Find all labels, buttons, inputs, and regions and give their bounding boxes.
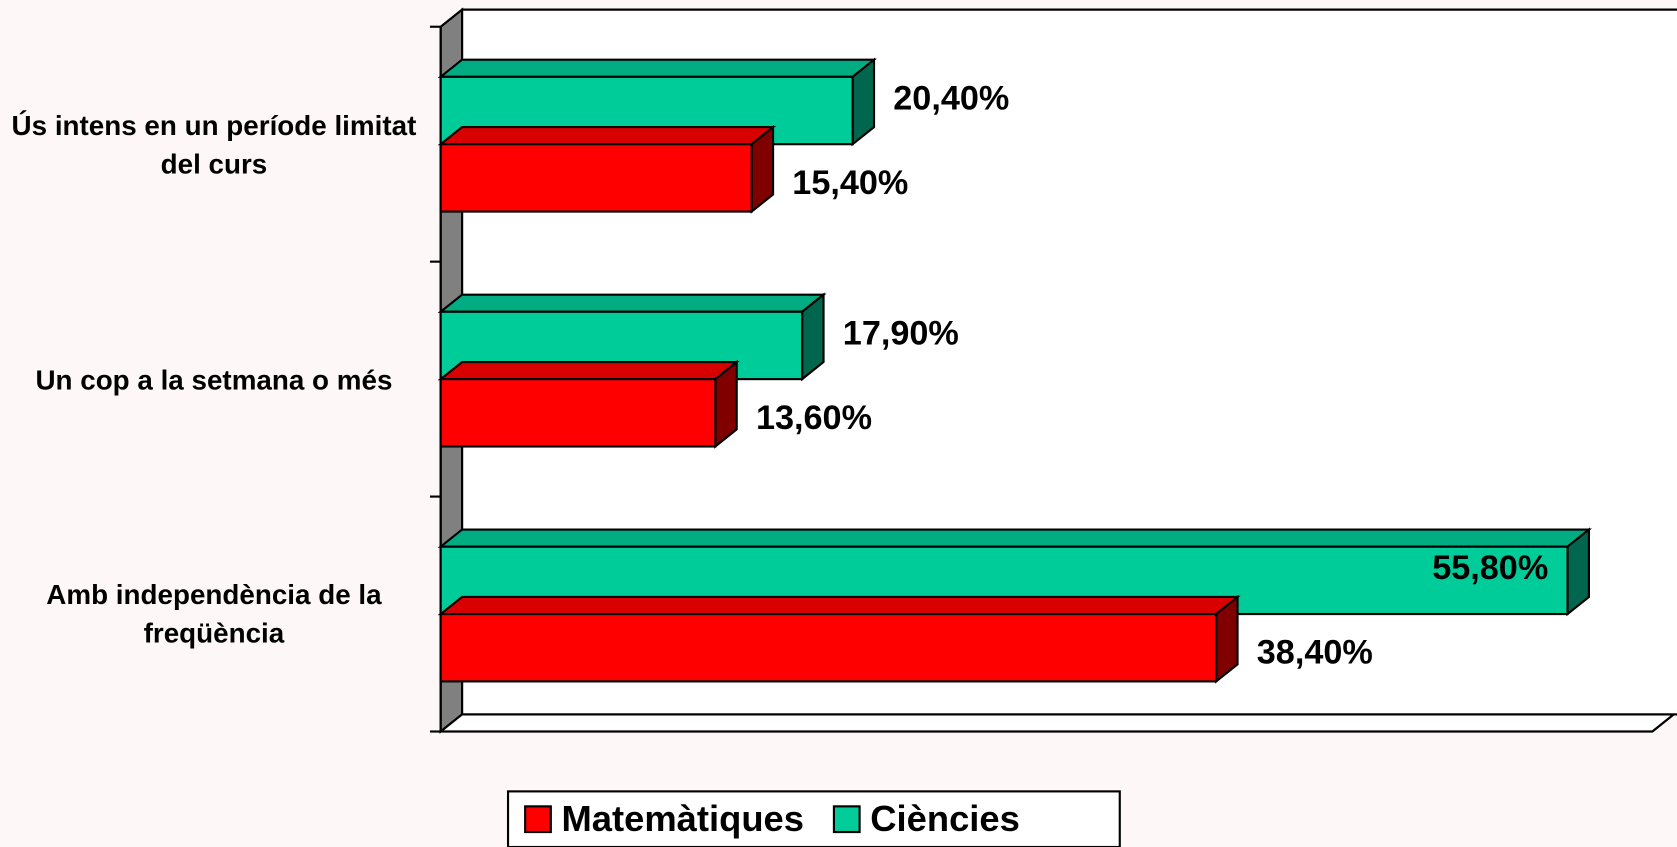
value-label: 15,40%: [792, 164, 908, 202]
legend-label: Ciències: [870, 798, 1020, 839]
bar-top: [437, 126, 777, 146]
legend-swatch: [832, 805, 861, 834]
bar-top: [437, 595, 1241, 616]
value-label: 13,60%: [756, 399, 872, 437]
bar: [437, 359, 740, 449]
bar-front: [439, 612, 1218, 683]
bar-front: [439, 143, 753, 213]
category-label: Amb independència de la freqüència: [46, 578, 382, 650]
legend-box: [506, 790, 1121, 847]
category-label: Ús intens en un període limitat del curs: [11, 108, 417, 180]
bar: [437, 124, 777, 214]
category-label-box: Amb independència de la freqüència: [46, 578, 382, 650]
legend-label: Matemàtiques: [562, 798, 804, 839]
legend-swatch: [524, 805, 552, 834]
category-label: Un cop a la setmana o més: [35, 363, 393, 396]
bar: [437, 594, 1241, 684]
legend: Matemàtiques Ciències: [506, 790, 1121, 847]
category-label-box: Un cop a la setmana o més: [35, 363, 393, 396]
value-label: 17,90%: [843, 314, 959, 352]
bar-top: [437, 528, 1592, 548]
bar-top: [437, 58, 878, 78]
bar-front: [439, 378, 717, 448]
bar-top: [437, 293, 827, 313]
category-label-box: Ús intens en un període limitat del curs: [11, 108, 417, 180]
bar-top: [437, 360, 740, 381]
floor: [437, 713, 1677, 733]
value-label: 38,40%: [1257, 634, 1373, 672]
value-label: 55,80%: [1432, 549, 1548, 587]
value-label: 20,40%: [893, 79, 1009, 117]
